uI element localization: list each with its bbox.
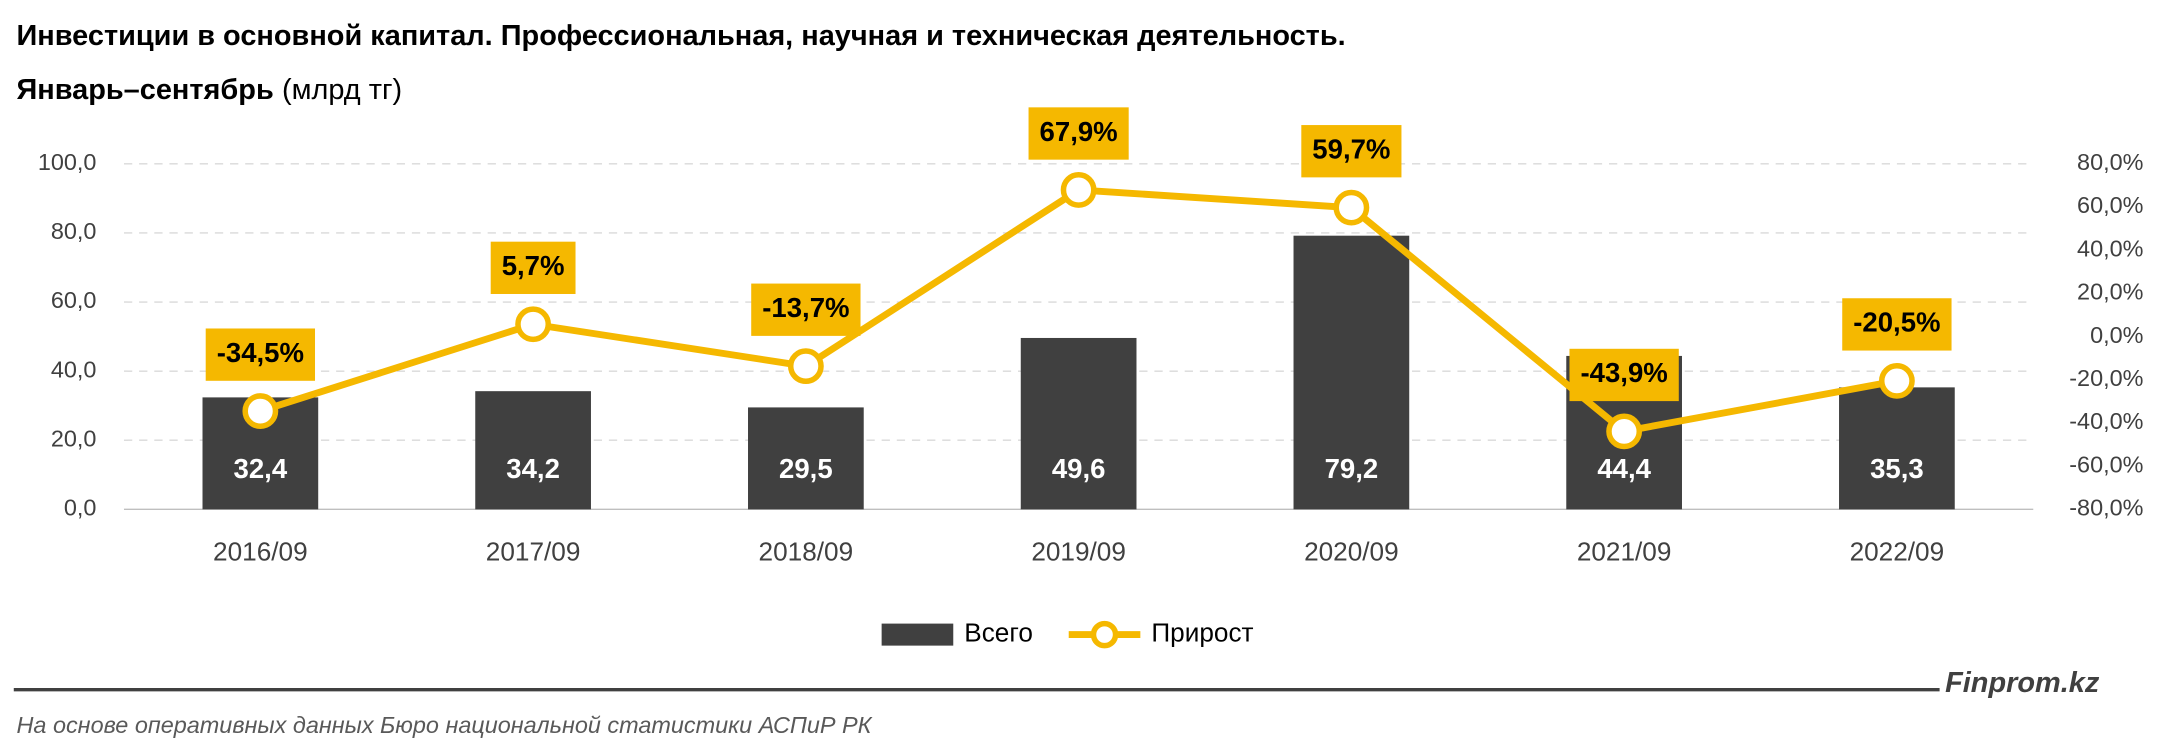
- bar-value-label: 79,2: [1325, 453, 1379, 484]
- value-label-text: -43,9%: [1581, 357, 1668, 388]
- value-label-box: [1842, 298, 1952, 351]
- bar: [748, 407, 864, 510]
- y-tick-label: 0,0: [64, 495, 97, 521]
- legend-swatch: [881, 623, 954, 646]
- chart-title: Инвестиции в основной капитал. Профессио…: [17, 20, 1346, 52]
- y2-tick-label: -40,0%: [2069, 408, 2143, 434]
- value-label: 59,7%: [1301, 125, 1402, 178]
- value-label: 67,9%: [1028, 107, 1129, 160]
- point: [1333, 189, 1370, 226]
- value-label-box: [1569, 348, 1679, 402]
- x-tick-label: 2016/09: [213, 536, 308, 566]
- x-tick-label: 2018/09: [759, 536, 854, 566]
- point: [1878, 362, 1915, 399]
- y2-tick-label: 20,0%: [2077, 279, 2143, 305]
- y2-tick-label: 40,0%: [2077, 235, 2143, 261]
- value-label-text: -20,5%: [1853, 307, 1940, 338]
- value-label-box: [490, 241, 576, 294]
- bar: [475, 391, 591, 510]
- y2-tick-label: -80,0%: [2069, 495, 2143, 521]
- point: [1606, 413, 1643, 450]
- value-label-text: 67,9%: [1040, 116, 1118, 147]
- value-label-text: 59,7%: [1312, 134, 1390, 165]
- y2-tick-label: 60,0%: [2077, 192, 2143, 218]
- y2-tick-label: -60,0%: [2069, 451, 2143, 477]
- value-label-text: -13,7%: [762, 292, 849, 323]
- bar-value-label: 32,4: [234, 453, 288, 484]
- legend-label: Всего: [964, 618, 1033, 648]
- value-label: -20,5%: [1842, 298, 1952, 351]
- point: [515, 306, 552, 343]
- x-tick-label: 2017/09: [486, 536, 581, 566]
- bar-value-label: 34,2: [506, 453, 560, 484]
- value-label-box: [1301, 125, 1402, 178]
- unit: (млрд тг): [282, 74, 402, 106]
- bar-value-label: 49,6: [1052, 453, 1106, 484]
- y2-tick-label: 80,0%: [2077, 149, 2143, 175]
- value-label-box: [205, 328, 316, 381]
- bar: [1839, 387, 1955, 510]
- y2-tick-label: -20,0%: [2069, 365, 2143, 391]
- value-label: -13,7%: [751, 283, 861, 336]
- bar: [1293, 235, 1410, 510]
- y-tick-label: 100,0: [38, 149, 97, 175]
- value-label-box: [1028, 107, 1129, 160]
- point: [787, 348, 824, 385]
- point: [242, 393, 279, 429]
- point: [1060, 172, 1097, 208]
- subtitle: Январь–сентябрь: [17, 74, 274, 106]
- bar-value-label: 29,5: [779, 453, 833, 484]
- legend-marker: [1090, 620, 1119, 649]
- bar: [1020, 337, 1137, 510]
- y-tick-label: 40,0: [51, 356, 97, 382]
- bar-value-label: 44,4: [1597, 453, 1651, 484]
- x-tick-label: 2022/09: [1850, 536, 1945, 566]
- value-label-text: -34,5%: [217, 337, 304, 368]
- value-label: -34,5%: [205, 328, 316, 381]
- value-label: 5,7%: [490, 241, 576, 294]
- legend-label: Прирост: [1151, 618, 1253, 648]
- x-tick-label: 2019/09: [1031, 536, 1126, 566]
- x-tick-label: 2021/09: [1577, 536, 1672, 566]
- value-label-text: 5,7%: [502, 250, 565, 281]
- chart-subtitle: Январь–сентябрь (млрд тг): [17, 74, 403, 106]
- y-tick-label: 60,0: [51, 287, 97, 313]
- y2-tick-label: 0,0%: [2090, 322, 2143, 348]
- x-tick-label: 2020/09: [1304, 536, 1399, 566]
- y-tick-label: 80,0: [51, 218, 97, 244]
- y-tick-label: 20,0: [51, 425, 97, 451]
- source: На основе оперативных данных Бюро национ…: [17, 712, 873, 738]
- bar-value-label: 35,3: [1870, 453, 1924, 484]
- value-label: -43,9%: [1569, 348, 1679, 402]
- value-label-box: [751, 283, 861, 336]
- brand: Finprom.kz: [1945, 667, 2100, 699]
